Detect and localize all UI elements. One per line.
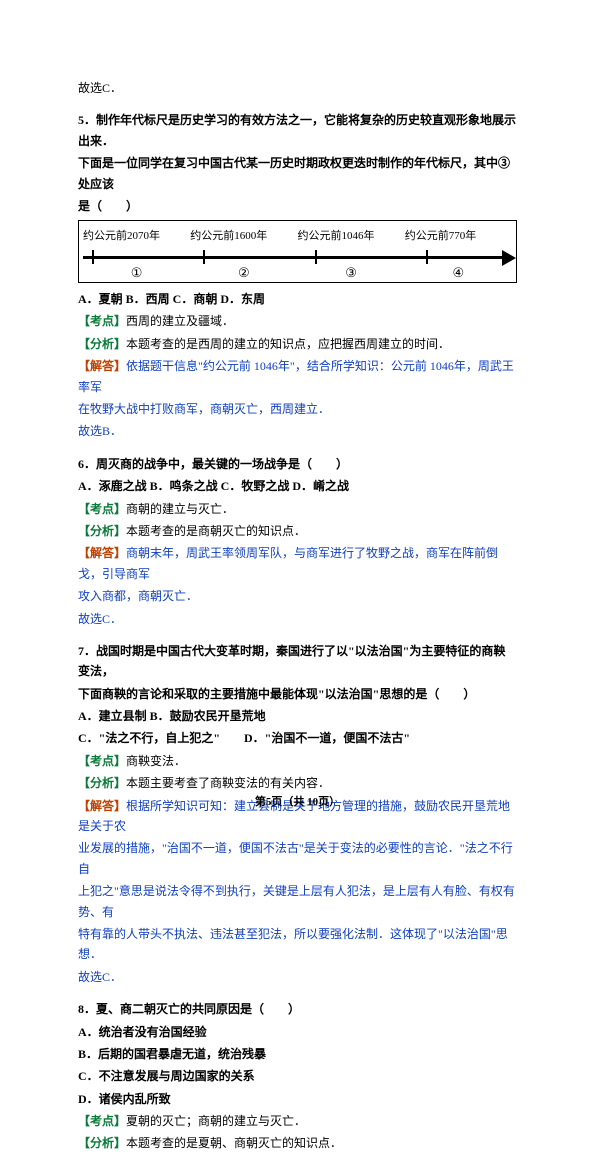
q7-fx: 【分析】本题主要考查了商鞅变法的有关内容． — [78, 773, 517, 793]
q5-fx-text: 本题考查的是西周的建立的知识点，应把握西周建立的时间． — [126, 337, 450, 351]
q7-kd: 【考点】商鞅变法． — [78, 751, 517, 771]
q6-jd-1: 【解答】商朝末年，周武王率领周军队，与商军进行了牧野之战，商军在阵前倒戈，引导商… — [78, 543, 517, 584]
q8-fx: 【分析】本题考查的是夏朝、商朝灭亡的知识点． — [78, 1133, 517, 1153]
q7-kd-text: 商鞅变法． — [126, 754, 186, 768]
q7-optC: C．"法之不行，自上犯之" D．"治国不一道，便国不法古" — [78, 728, 517, 748]
q5-options: A．夏朝 B．西周 C．商朝 D．东周 — [78, 289, 517, 309]
fx-label: 【分析】 — [78, 776, 126, 790]
q5-kd: 【考点】西周的建立及疆域． — [78, 311, 517, 331]
q6-fx-text: 本题考查的是商朝灭亡的知识点． — [126, 524, 306, 538]
q6-options: A．涿鹿之战 B．鸣条之战 C．牧野之战 D．崤之战 — [78, 476, 517, 496]
tl-num-2: ② — [190, 262, 297, 284]
q8-kd-text: 夏朝的灭亡；商朝的建立与灭亡． — [126, 1114, 306, 1128]
q8-optA: A．统治者没有治国经验 — [78, 1022, 517, 1042]
q8-kd: 【考点】夏朝的灭亡；商朝的建立与灭亡． — [78, 1111, 517, 1131]
q7-pick: 故选C． — [78, 967, 517, 987]
q5-kd-text: 西周的建立及疆域． — [126, 314, 234, 328]
q6-kd: 【考点】商朝的建立与灭亡． — [78, 499, 517, 519]
q7-optA: A．建立县制 B．鼓励农民开垦荒地 — [78, 706, 517, 726]
q8-optC: C．不注意发展与周边国家的关系 — [78, 1066, 517, 1086]
tl-num-4: ④ — [405, 262, 512, 284]
q7-jd-4: 特有靠的人带头不执法、违法甚至犯法，所以要强化法制．这体现了"以法治国"思想． — [78, 924, 517, 965]
q6-jd-2: 攻入商都，商朝灭亡． — [78, 586, 517, 606]
tl-num-1: ① — [83, 262, 190, 284]
tl-num-3: ③ — [298, 262, 405, 284]
q7-stem-1: 7．战国时期是中国古代大变革时期，秦国进行了以"以法治国"为主要特征的商鞅变法， — [78, 641, 517, 682]
tl-label-1: 约公元前2070年 — [83, 227, 190, 246]
q8-optD: D．诸侯内乱所致 — [78, 1089, 517, 1109]
q6-jd-text-1: 商朝末年，周武王率领周军队，与商军进行了牧野之战，商军在阵前倒戈，引导商军 — [78, 546, 498, 580]
q5-stem-2: 下面是一位同学在复习中国古代某一历史时期政权更迭时制作的年代标尺，其中③处应该 — [78, 153, 517, 194]
q8-fx-text: 本题考查的是夏朝、商朝灭亡的知识点． — [126, 1136, 342, 1150]
tl-label-3: 约公元前1046年 — [298, 227, 405, 246]
timeline: 约公元前2070年 约公元前1600年 约公元前1046年 约公元前770年 ①… — [78, 220, 517, 283]
q5-stem-3: 是（ ） — [78, 196, 517, 216]
q6-stem: 6．周灭商的战争中，最关键的一场战争是（ ） — [78, 454, 517, 474]
q5-fx: 【分析】本题考查的是西周的建立的知识点，应把握西周建立的时间． — [78, 334, 517, 354]
timeline-labels: 约公元前2070年 约公元前1600年 约公元前1046年 约公元前770年 — [83, 227, 512, 246]
q7-stem-2: 下面商鞅的言论和采取的主要措施中最能体现"以法治国"思想的是（ ） — [78, 684, 517, 704]
page-footer: 第5页（共 10页） — [0, 793, 595, 812]
kd-label: 【考点】 — [78, 502, 126, 516]
q5-stem-1: 5．制作年代标尺是历史学习的有效方法之一，它能将复杂的历史较直观形象地展示出来． — [78, 110, 517, 151]
q5-jd-2: 在牧野大战中打败商军，商朝灭亡，西周建立． — [78, 399, 517, 419]
tl-label-2: 约公元前1600年 — [190, 227, 297, 246]
kd-label: 【考点】 — [78, 1114, 126, 1128]
jd-label: 【解答】 — [78, 359, 126, 373]
q6-fx: 【分析】本题考查的是商朝灭亡的知识点． — [78, 521, 517, 541]
q7-jd-2: 业发展的措施，"治国不一道，便国不法古"是关于变法的必要性的言论．"法之不行 自 — [78, 838, 517, 879]
q7-jd-3: 上犯之"意思是说法令得不到执行，关键是上层有人犯法，是上层有人有脸、有权有势、有 — [78, 881, 517, 922]
timeline-line: ① ② ③ ④ — [83, 248, 512, 278]
fx-label: 【分析】 — [78, 1136, 126, 1150]
kd-label: 【考点】 — [78, 754, 126, 768]
kd-label: 【考点】 — [78, 314, 126, 328]
q5-jd-text-1: 依据题干信息"约公元前 1046年"，结合所学知识：公元前 1046年，周武王率… — [78, 359, 514, 393]
q5-jd-1: 【解答】依据题干信息"约公元前 1046年"，结合所学知识：公元前 1046年，… — [78, 356, 517, 397]
fx-label: 【分析】 — [78, 524, 126, 538]
q7-fx-text: 本题主要考查了商鞅变法的有关内容． — [126, 776, 330, 790]
fx-label: 【分析】 — [78, 337, 126, 351]
top-answer: 故选C． — [78, 78, 517, 98]
q8-optB: B．后期的国君暴虐无道，统治残暴 — [78, 1044, 517, 1064]
q8-stem: 8．夏、商二朝灭亡的共同原因是（ ） — [78, 999, 517, 1019]
q6-kd-text: 商朝的建立与灭亡． — [126, 502, 234, 516]
tl-label-4: 约公元前770年 — [405, 227, 512, 246]
q6-pick: 故选C． — [78, 609, 517, 629]
jd-label: 【解答】 — [78, 546, 126, 560]
q5-pick: 故选B． — [78, 421, 517, 441]
